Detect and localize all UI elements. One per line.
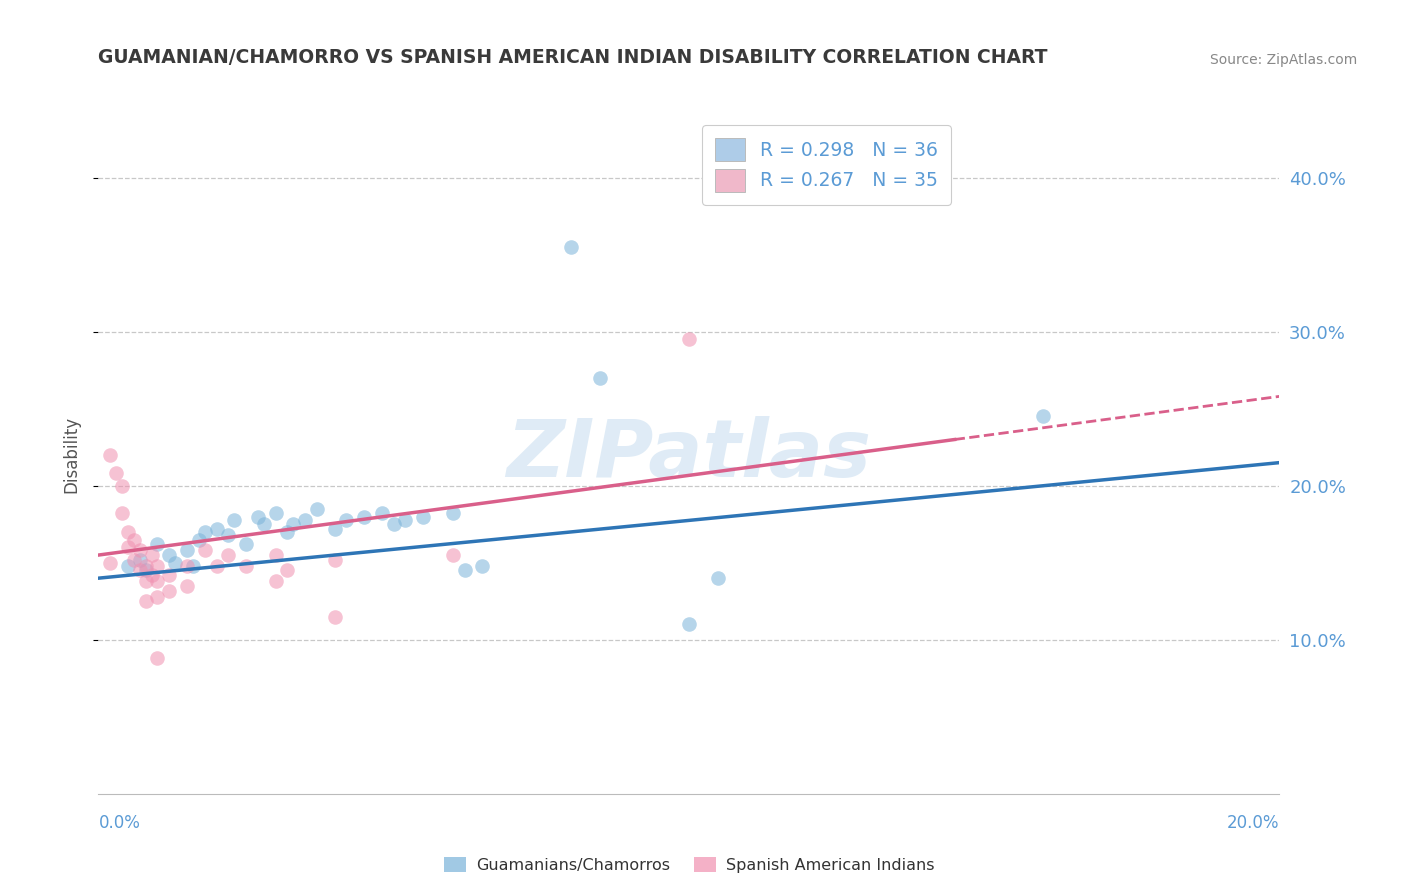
Point bbox=[122, 533, 145, 547]
Point bbox=[141, 568, 163, 582]
Point bbox=[235, 537, 257, 551]
Point bbox=[441, 507, 464, 521]
Point bbox=[146, 574, 169, 589]
Y-axis label: Disability: Disability bbox=[62, 417, 80, 493]
Point bbox=[205, 558, 228, 573]
Point bbox=[141, 548, 163, 562]
Point bbox=[146, 651, 169, 665]
Point bbox=[353, 509, 375, 524]
Point bbox=[382, 517, 405, 532]
Point bbox=[224, 513, 246, 527]
Point bbox=[117, 541, 139, 555]
Point bbox=[157, 568, 180, 582]
Point bbox=[217, 548, 239, 562]
Point bbox=[323, 522, 346, 536]
Point bbox=[135, 558, 157, 573]
Point bbox=[371, 507, 394, 521]
Point bbox=[323, 609, 346, 624]
Point bbox=[276, 524, 298, 539]
Point bbox=[105, 467, 128, 481]
Point bbox=[181, 558, 204, 573]
Point bbox=[283, 517, 305, 532]
Legend: R = 0.298   N = 36, R = 0.267   N = 35: R = 0.298 N = 36, R = 0.267 N = 35 bbox=[702, 126, 952, 205]
Point bbox=[323, 552, 346, 566]
Point bbox=[111, 507, 134, 521]
Point bbox=[194, 524, 217, 539]
Point bbox=[146, 558, 169, 573]
Point bbox=[707, 571, 730, 585]
Point bbox=[453, 564, 475, 578]
Text: ZIPatlas: ZIPatlas bbox=[506, 416, 872, 494]
Point bbox=[128, 552, 150, 566]
Point bbox=[122, 552, 145, 566]
Point bbox=[165, 556, 187, 570]
Point bbox=[157, 548, 180, 562]
Point bbox=[146, 537, 169, 551]
Point bbox=[111, 479, 134, 493]
Point bbox=[246, 509, 269, 524]
Point bbox=[589, 371, 612, 385]
Point bbox=[678, 332, 700, 346]
Point bbox=[264, 574, 287, 589]
Point bbox=[264, 548, 287, 562]
Point bbox=[98, 556, 121, 570]
Point bbox=[235, 558, 257, 573]
Point bbox=[135, 564, 157, 578]
Point bbox=[678, 617, 700, 632]
Point bbox=[117, 558, 139, 573]
Point bbox=[205, 522, 228, 536]
Point bbox=[135, 594, 157, 608]
Point bbox=[276, 564, 298, 578]
Point bbox=[217, 528, 239, 542]
Point bbox=[305, 501, 328, 516]
Point bbox=[264, 507, 287, 521]
Point bbox=[335, 513, 357, 527]
Text: 20.0%: 20.0% bbox=[1227, 814, 1279, 831]
Point bbox=[253, 517, 276, 532]
Point bbox=[146, 590, 169, 604]
Point bbox=[98, 448, 121, 462]
Point bbox=[187, 533, 209, 547]
Point bbox=[1032, 409, 1054, 424]
Point bbox=[394, 513, 416, 527]
Point bbox=[128, 564, 150, 578]
Text: 0.0%: 0.0% bbox=[98, 814, 141, 831]
Point bbox=[471, 558, 494, 573]
Point bbox=[441, 548, 464, 562]
Point bbox=[176, 543, 198, 558]
Point bbox=[412, 509, 434, 524]
Point bbox=[176, 579, 198, 593]
Point bbox=[294, 513, 316, 527]
Text: GUAMANIAN/CHAMORRO VS SPANISH AMERICAN INDIAN DISABILITY CORRELATION CHART: GUAMANIAN/CHAMORRO VS SPANISH AMERICAN I… bbox=[98, 48, 1047, 67]
Point bbox=[560, 240, 582, 254]
Point bbox=[194, 543, 217, 558]
Point bbox=[157, 583, 180, 598]
Point bbox=[128, 543, 150, 558]
Point bbox=[135, 574, 157, 589]
Point bbox=[176, 558, 198, 573]
Text: Source: ZipAtlas.com: Source: ZipAtlas.com bbox=[1209, 53, 1357, 67]
Legend: Guamanians/Chamorros, Spanish American Indians: Guamanians/Chamorros, Spanish American I… bbox=[437, 851, 941, 880]
Point bbox=[117, 524, 139, 539]
